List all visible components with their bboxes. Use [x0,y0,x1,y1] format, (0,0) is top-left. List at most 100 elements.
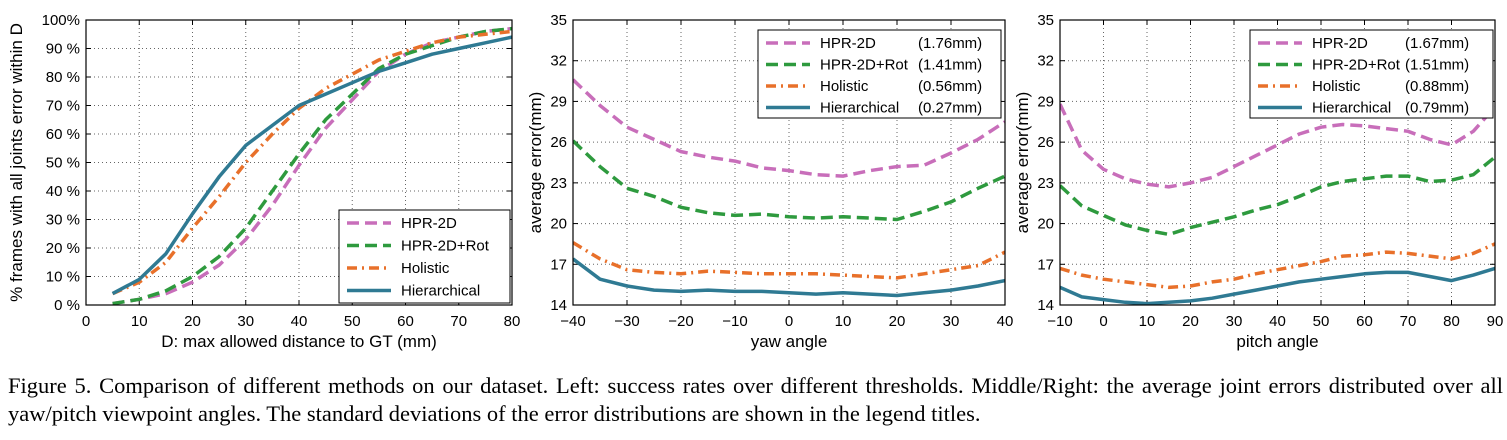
x-tick-label: 30 [1226,313,1243,330]
y-tick-label: 14 [1037,297,1054,314]
x-tick-label: 10 [1139,313,1156,330]
legend-label: Hierarchical [820,100,899,117]
y-tick-label: 0 % [54,297,80,314]
x-tick-label: 40 [1269,313,1286,330]
x-tick-label: 0 [1099,313,1107,330]
y-tick-label: 30 % [46,212,80,229]
legend-label: HPR-2D [1312,35,1368,52]
chart-panel-2: −40 −30 −20 −10 0 10 20 30 40 14 17 20 23 26 29 32 35 yaw… [526,12,1013,351]
legend-value: (0.88mm) [1405,78,1469,95]
x-tick-label: 10 [835,313,852,330]
x-tick-label: −10 [722,313,747,330]
x-tick-label: 20 [184,313,201,330]
y-tick-label: 26 [550,134,567,151]
x-tick-label: 20 [1182,313,1199,330]
y-tick-label: 40 % [46,183,80,200]
y-tick-label: 70 % [46,98,80,115]
x-tick-label: 50 [1313,313,1330,330]
y-tick-label: 29 [550,93,567,110]
series-line-holistic [1060,242,1495,290]
x-tick-label: 50 [344,313,361,330]
legend-label: HPR-2D+Rot [1312,57,1401,74]
axes-box [1059,19,1496,306]
y-tick-label: 17 [1037,256,1054,273]
y-axis-label: average error(mm) [526,92,545,234]
y-tick-label: 100% [42,12,80,29]
x-tick-label: 60 [397,313,414,330]
x-tick-label: 60 [1356,313,1373,330]
legend-box [1249,29,1494,119]
y-tick-label: 50 % [46,155,80,172]
series-line-hpr-2d-rot [573,139,1005,222]
y-tick-label: 80 % [46,69,80,86]
y-tick-label: 35 [550,12,567,29]
legend-value: (1.51mm) [1405,57,1469,74]
y-tick-label: 60 % [46,126,80,143]
y-tick-label: 32 [550,53,567,70]
legend-label: Hierarchical [401,283,480,300]
x-tick-label: 30 [237,313,254,330]
legend-label: Holistic [820,78,869,95]
series-line-hierarchical [111,35,512,296]
chart-panel-3: −10 0 10 20 30 40 50 60 70 80 90 14 17 20 23 26 29 32 35 pi… [1013,12,1503,351]
series-line-hierarchical [573,257,1005,298]
x-tick-label: 0 [82,313,90,330]
y-tick-label: 10 % [46,269,80,286]
x-tick-label: −20 [668,313,693,330]
x-tick-label: 10 [131,313,148,330]
legend-label: Holistic [1312,78,1361,95]
legend-value: (0.56mm) [918,78,982,95]
x-tick-label: 40 [291,313,308,330]
y-tick-label: 35 [1037,12,1054,29]
legend-label: Holistic [401,260,450,277]
legend-box [338,209,511,304]
y-tick-label: 20 [550,216,567,233]
x-tick-label: 80 [1443,313,1460,330]
x-tick-label: 40 [997,313,1014,330]
legend-box [757,29,1002,119]
x-tick-label: 0 [785,313,793,330]
axes-box [85,19,513,306]
legend-label: Hierarchical [1312,100,1391,117]
legend-label: HPR-2D [401,215,457,232]
x-axis-label: yaw angle [751,332,828,351]
x-tick-label: 30 [943,313,960,330]
legend-label: HPR-2D [820,35,876,52]
legend-value: (1.67mm) [1405,35,1469,52]
figure-charts: 0 10 20 30 40 50 60 70 80 0 % 10 % 20 % 30 % 40 % 50 %… [7,12,1503,351]
y-tick-label: 32 [1037,53,1054,70]
x-tick-label: 70 [450,313,467,330]
x-tick-label: 20 [889,313,906,330]
y-axis-label: average error(mm) [1013,92,1032,234]
x-tick-label: −40 [560,313,585,330]
legend-value: (1.76mm) [918,35,982,52]
chart-panel-1: 0 10 20 30 40 50 60 70 80 0 % 10 % 20 % 30 % 40 % 50 %… [7,12,520,351]
legend-label: HPR-2D+Rot [820,57,909,74]
y-tick-label: 26 [1037,134,1054,151]
legend-value: (0.79mm) [1405,100,1469,117]
x-tick-label: 80 [504,313,521,330]
x-tick-label: 70 [1400,313,1417,330]
y-axis-label: % frames with all joints error within D [7,23,26,302]
y-tick-label: 17 [550,256,567,273]
axes-box [572,19,1006,306]
y-tick-label: 14 [550,297,567,314]
series-line-hpr-2d [573,78,1005,178]
figure-caption: Figure 5. Comparison of different method… [8,373,1503,426]
x-axis-label: pitch angle [1236,332,1318,351]
x-tick-label: −30 [614,313,639,330]
legend: HPR-2D HPR-2D+Rot Holistic Hierarchical [338,209,511,304]
legend-value: (1.41mm) [918,57,982,74]
legend-label: HPR-2D+Rot [401,238,490,255]
series-line-hpr-2d-rot [1060,155,1495,237]
y-tick-label: 20 [1037,216,1054,233]
x-axis-label: D: max allowed distance to GT (mm) [161,332,437,351]
legend: HPR-2D (1.67mm)HPR-2D+Rot (1.51mm) Holistic… [1249,29,1494,119]
y-tick-label: 90 % [46,41,80,58]
y-tick-label: 23 [550,175,567,192]
series-line-hpr-2d-rot [112,26,512,305]
series-line-hpr-2d [1060,103,1495,189]
y-tick-label: 29 [1037,93,1054,110]
y-tick-label: 23 [1037,175,1054,192]
x-tick-label: 90 [1487,313,1504,330]
